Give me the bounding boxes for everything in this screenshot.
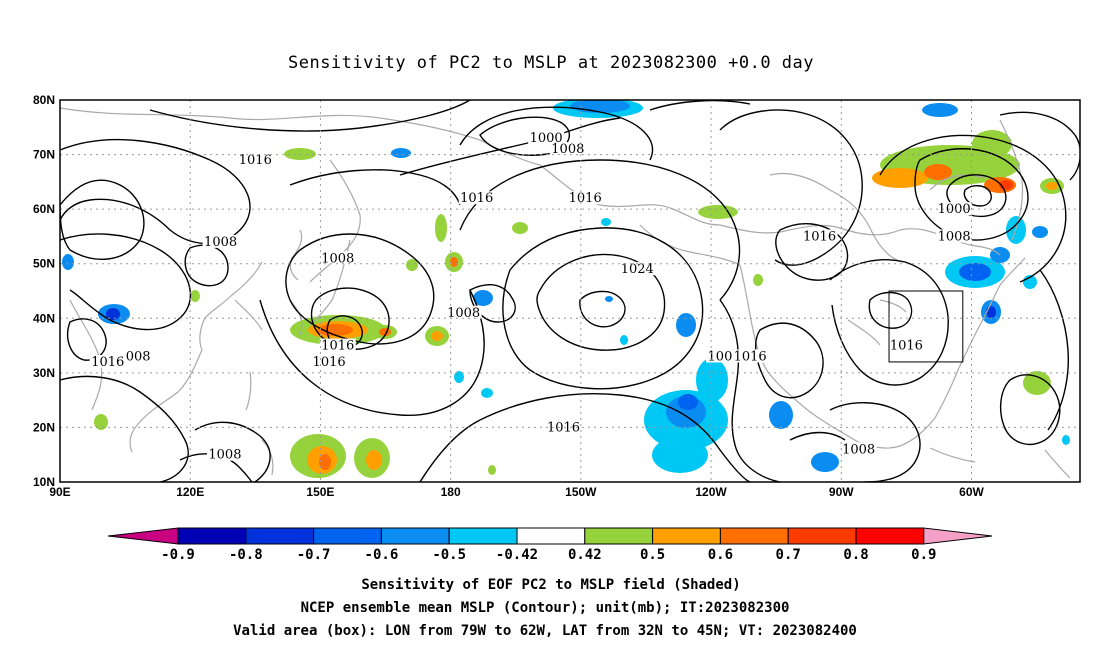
contour-label-knockout <box>445 305 482 319</box>
lon-tick-label: 90W <box>829 485 854 499</box>
colorbar-tick-label: -0.6 <box>365 547 399 563</box>
colorbar-swatch <box>855 527 925 545</box>
colorbar-tick-label: -0.7 <box>297 547 331 563</box>
contour-label-knockout <box>840 442 877 456</box>
contour-label: 1008 <box>447 306 480 321</box>
mslp-contours <box>60 100 1080 482</box>
colorbar-swatch <box>448 527 518 545</box>
colorbar-tick-label: -0.8 <box>229 547 263 563</box>
colorbar: -0.9 -0.8 -0.7 -0.6 -0.5 -0.42 0.42 0.5 0.6 0.7 0.… <box>107 527 993 563</box>
contour-label: 1016 <box>890 339 923 354</box>
contour-label: 1016 <box>569 191 602 206</box>
lon-tick-label: 120E <box>176 485 204 499</box>
contour-label: 1008 <box>204 235 237 250</box>
footer-line-1: Sensitivity of EOF PC2 to MSLP field (Sh… <box>361 577 740 593</box>
contour-label-knockout <box>545 420 582 434</box>
map-title: Sensitivity of PC2 to MSLP at 2023082300… <box>288 53 814 73</box>
colorbar-swatch <box>177 527 247 545</box>
contour-label: 1016 <box>734 349 767 364</box>
colorbar-tick-label: 0.7 <box>776 547 801 563</box>
contour-label-knockout <box>202 234 239 248</box>
contour-label: 1016 <box>547 420 580 435</box>
lat-tick-label: 80N <box>33 93 55 107</box>
colorbar-swatch <box>313 527 382 545</box>
contour-label-knockout <box>549 142 586 156</box>
contour-label-knockout <box>732 349 769 363</box>
footer-line-3: Valid area (box): LON from 79W to 62W, L… <box>233 623 857 639</box>
contour-label-knockout <box>801 229 838 243</box>
contour-label-knockout <box>237 153 274 167</box>
colorbar-swatch <box>787 527 857 545</box>
contour-label-knockout <box>124 349 153 363</box>
colorbar-tick-label: 0.42 <box>568 547 602 563</box>
colorbar-tick-label: -0.9 <box>161 547 195 563</box>
colorbar-swatch <box>652 527 721 545</box>
colorbar-tick-label: 0.5 <box>640 547 665 563</box>
contour-label-knockout <box>567 191 604 205</box>
lat-tick-label: 60N <box>33 202 55 216</box>
lon-tick-label: 120W <box>695 485 727 499</box>
contour-label: 1008 <box>842 442 875 457</box>
colorbar-left-extension <box>107 527 179 545</box>
lat-tick-label: 30N <box>33 366 55 380</box>
contour-label: 1016 <box>321 339 354 354</box>
contour-label: 1008 <box>321 251 354 266</box>
colorbar-tick-label: 0.6 <box>708 547 733 563</box>
contour-label: 1016 <box>91 355 124 370</box>
contour-label-knockout <box>936 229 973 243</box>
contour-label-knockout <box>319 338 356 352</box>
lon-tick-label: 90E <box>49 485 70 499</box>
contour-label: 1024 <box>621 262 654 277</box>
lon-tick-label: 60W <box>959 485 984 499</box>
colorbar-tick-label: -0.5 <box>432 547 466 563</box>
contour-label: 1016 <box>313 355 346 370</box>
contour-label: 1008 <box>551 142 584 157</box>
valid-area-box <box>888 290 964 363</box>
footer-line-2: NCEP ensemble mean MSLP (Contour); unit(… <box>301 600 790 616</box>
contour-label-knockout <box>319 251 356 265</box>
colorbar-swatch <box>719 527 789 545</box>
contour-label: 1008 <box>208 448 241 463</box>
lat-tick-label: 20N <box>33 420 55 434</box>
grid-lines <box>60 100 1080 482</box>
lon-tick-label: 150E <box>306 485 334 499</box>
contour-label: 1016 <box>803 229 836 244</box>
longitude-tick-labels: 90E 120E 150E 180 150W 120W 90W 60W <box>49 485 984 499</box>
contour-label-knockout <box>89 354 126 368</box>
lat-tick-label: 10N <box>33 475 55 489</box>
contour-label: 1008 <box>938 229 971 244</box>
lat-tick-label: 50N <box>33 257 55 271</box>
contour-label-knockout <box>888 338 925 352</box>
lat-tick-label: 40N <box>33 311 55 325</box>
contour-label: 1016 <box>460 191 493 206</box>
colorbar-swatch <box>245 527 315 545</box>
colorbar-right-extension <box>923 527 993 545</box>
contour-label-knockout <box>458 191 495 205</box>
contour-label: 1016 <box>239 153 272 168</box>
map-frame <box>59 99 1081 483</box>
colorbar-swatch <box>380 527 450 545</box>
contour-label-knockout <box>619 262 656 276</box>
lat-tick-label: 70N <box>33 148 55 162</box>
colorbar-tick-label: -0.42 <box>496 547 538 563</box>
contour-label-knockout <box>206 447 243 461</box>
lon-tick-label: 180 <box>441 485 461 499</box>
contour-label: 008 <box>126 349 151 364</box>
colorbar-tick-label: 0.9 <box>911 547 936 563</box>
latitude-tick-labels: 80N 70N 60N 50N 40N 30N 20N 10N <box>33 93 55 489</box>
lon-tick-label: 150W <box>565 485 597 499</box>
colorbar-swatch <box>516 527 586 545</box>
contour-label-knockout <box>528 131 565 145</box>
colorbar-swatch <box>584 527 654 545</box>
colorbar-tick-label: 0.8 <box>843 547 868 563</box>
